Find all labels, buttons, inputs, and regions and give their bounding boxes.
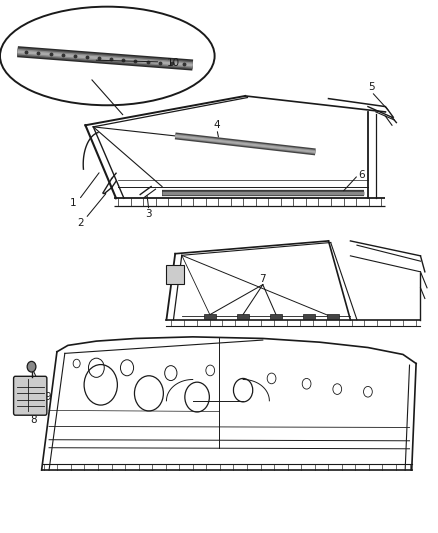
Bar — [166, 265, 184, 284]
Bar — [303, 314, 315, 319]
Text: 7: 7 — [259, 274, 266, 284]
Bar — [237, 314, 249, 319]
Bar — [327, 314, 339, 319]
Text: 6: 6 — [358, 170, 365, 180]
Circle shape — [27, 361, 36, 372]
Text: 4: 4 — [213, 120, 220, 130]
Text: 5: 5 — [368, 83, 375, 92]
Text: 2: 2 — [77, 218, 84, 228]
Bar — [270, 314, 282, 319]
Text: 9: 9 — [44, 392, 51, 402]
FancyBboxPatch shape — [14, 376, 47, 415]
Text: 1: 1 — [70, 198, 77, 207]
Text: 8: 8 — [30, 415, 37, 425]
Bar — [204, 314, 216, 319]
Text: 3: 3 — [145, 209, 152, 219]
Text: 10: 10 — [166, 58, 180, 68]
